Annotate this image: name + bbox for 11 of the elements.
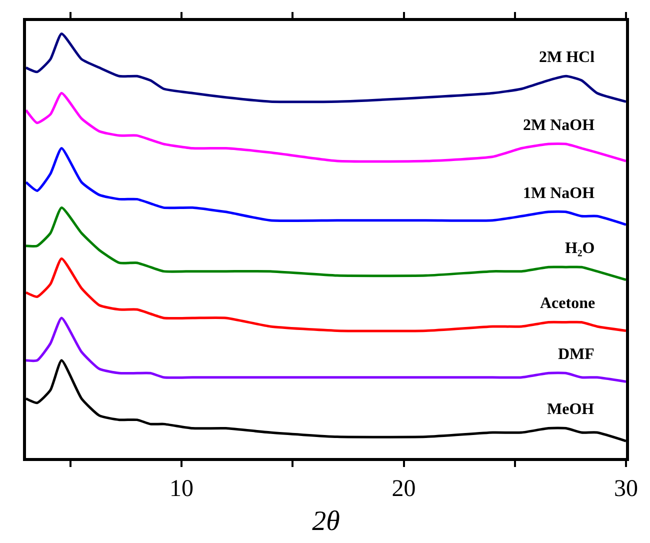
x-axis-title: 2θ: [312, 506, 340, 537]
series-label: 1M NaOH: [523, 185, 596, 202]
series-label: 2M NaOH: [523, 117, 596, 134]
x-tick-label: 20: [392, 476, 416, 502]
x-tick-label: 10: [170, 476, 194, 502]
series-label: H₂O: [565, 240, 595, 257]
series-label: Acetone: [540, 295, 596, 312]
series-label: MeOH: [547, 401, 595, 418]
series-label: 2M HCl: [539, 49, 596, 66]
series-label: DMF: [558, 346, 595, 363]
x-tick-label: 30: [614, 476, 638, 502]
